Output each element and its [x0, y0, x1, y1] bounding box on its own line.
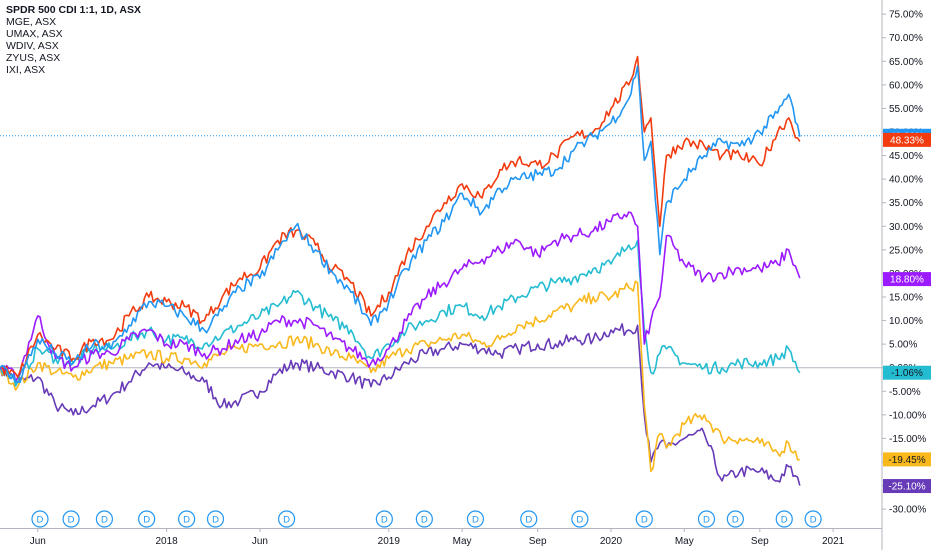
dividend-marker-label: D	[37, 515, 44, 526]
dividend-marker-label: D	[101, 515, 108, 526]
dividend-marker-label: D	[641, 515, 648, 526]
dividend-marker[interactable]	[138, 510, 156, 528]
dividend-marker[interactable]	[697, 510, 716, 528]
last-value-label-umax: 18.80%	[890, 275, 924, 286]
dividend-marker[interactable]	[635, 510, 653, 528]
dividend-marker-label: D	[781, 515, 788, 526]
series-line-umax	[0, 211, 801, 383]
dividend-marker-label: D	[283, 515, 290, 526]
dividend-marker-label: D	[525, 515, 532, 526]
legend-main-symbol[interactable]: SPDR 500 CDI 1:1, 1D, ASX	[6, 4, 141, 16]
x-tick-label: May	[675, 536, 694, 547]
dividend-marker-label: D	[703, 515, 710, 526]
x-tick-label: Jun	[252, 536, 268, 547]
dividend-marker-label: D	[183, 515, 190, 526]
legend-item-zyus[interactable]: ZYUS, ASX	[6, 52, 61, 64]
y-tick-label: -10.00%	[889, 410, 926, 421]
y-tick-label: 75.00%	[889, 10, 923, 21]
y-tick-label: 40.00%	[889, 175, 923, 186]
y-tick-label: 70.00%	[889, 33, 923, 44]
y-tick-label: 30.00%	[889, 222, 923, 233]
dividend-marker-label: D	[732, 515, 739, 526]
legend-item-wdiv[interactable]: WDIV, ASX	[6, 40, 59, 52]
dividend-marker[interactable]	[375, 510, 393, 528]
dividend-marker-label: D	[810, 515, 817, 526]
dividend-marker[interactable]	[277, 510, 296, 528]
series-lines	[0, 55, 801, 486]
dividend-marker[interactable]	[62, 510, 80, 528]
dividend-marker[interactable]	[520, 510, 538, 528]
y-tick-label: -5.00%	[889, 387, 921, 398]
dividend-marker[interactable]	[206, 510, 225, 528]
last-value-label-mge: 48.33%	[890, 135, 924, 146]
y-tick-label: 15.00%	[889, 293, 923, 304]
last-value-badge-umax	[883, 272, 931, 287]
x-tick-label: Jun	[30, 536, 46, 547]
dividend-marker-label: D	[381, 515, 388, 526]
dividend-marker[interactable]	[571, 510, 589, 528]
dividend-marker-label: D	[576, 515, 583, 526]
x-tick-label: 2020	[600, 536, 623, 547]
last-value-badge-zyus	[883, 365, 931, 380]
series-line-wdiv	[0, 280, 800, 473]
dividend-marker-label: D	[68, 515, 75, 526]
y-tick-label: 25.00%	[889, 245, 923, 256]
legend: SPDR 500 CDI 1:1, 1D, ASX MGE, ASX UMAX,…	[6, 4, 141, 76]
dividend-marker[interactable]	[95, 510, 114, 528]
x-tick-label: 2018	[155, 536, 178, 547]
legend-item-umax[interactable]: UMAX, ASX	[6, 28, 63, 40]
x-tick-label: Sep	[529, 536, 547, 547]
dividend-marker[interactable]	[466, 510, 485, 528]
last-value-badge-ixi	[883, 479, 931, 494]
dividend-marker[interactable]	[415, 510, 433, 528]
y-tick-label: 45.00%	[889, 151, 923, 162]
dividend-marker-label: D	[472, 515, 479, 526]
dividend-marker[interactable]	[178, 510, 196, 528]
time-scale[interactable]: Jun 2018 Jun 2019 May Sep 2020 May Sep 2021	[0, 528, 882, 547]
dividend-marker-label: D	[143, 515, 150, 526]
last-value-label-ixi: -25.10%	[888, 482, 925, 493]
legend-item-mge[interactable]: MGE, ASX	[6, 16, 57, 28]
x-tick-label: 2021	[822, 536, 845, 547]
dividend-marker[interactable]	[726, 510, 744, 528]
dividend-marker[interactable]	[775, 510, 793, 528]
y-tick-label: 60.00%	[889, 80, 923, 91]
dividend-marker-label: D	[421, 515, 428, 526]
series-line-zyus	[0, 239, 801, 387]
dividend-marker[interactable]	[31, 510, 49, 528]
series-line-mge	[0, 55, 801, 378]
y-tick-label: 5.00%	[889, 340, 917, 351]
last-value-label-zyus: -1.06%	[891, 368, 923, 379]
legend-item-ixi[interactable]: IXI, ASX	[6, 64, 46, 76]
last-value-badge-wdiv	[883, 452, 931, 467]
x-tick-label: Sep	[751, 536, 769, 547]
y-tick-label: 10.00%	[889, 316, 923, 327]
dividend-marker-label: D	[212, 515, 219, 526]
last-value-badge-mge	[883, 132, 931, 147]
last-value-label-wdiv: -19.45%	[888, 455, 925, 466]
y-tick-label: 55.00%	[889, 104, 923, 115]
y-tick-label: -30.00%	[889, 505, 926, 516]
x-tick-label: May	[453, 536, 472, 547]
x-tick-label: 2019	[378, 536, 401, 547]
y-tick-label: -15.00%	[889, 434, 926, 445]
series-line-spy	[0, 65, 801, 383]
y-tick-label: 35.00%	[889, 198, 923, 209]
y-tick-label: 65.00%	[889, 57, 923, 68]
last-value-labels: 49.20%48.33%18.80%-19.45%-1.06%-25.10%	[883, 128, 931, 494]
dividend-marker[interactable]	[804, 510, 822, 528]
